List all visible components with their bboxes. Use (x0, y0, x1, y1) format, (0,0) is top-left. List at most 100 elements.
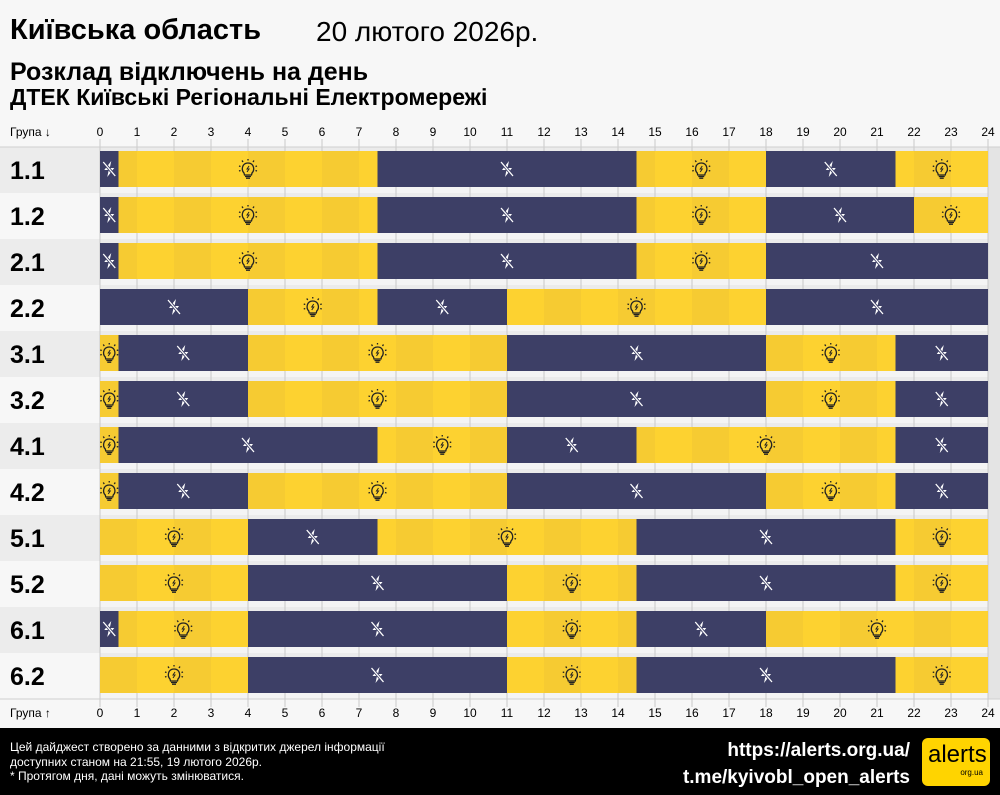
bulb-rays (932, 159, 951, 172)
group-label: 6.1 (10, 617, 45, 645)
power-segment-stripe (636, 243, 655, 279)
power-segment-stripe (544, 289, 581, 325)
power-segment-stripe (840, 473, 877, 509)
group-label: 1.1 (10, 157, 45, 185)
bulb-rays (368, 343, 387, 356)
bulb-bolt (699, 257, 704, 265)
bulb-bolt (107, 395, 112, 403)
lightbulb-icon (497, 527, 517, 547)
power-segment-stripe (174, 197, 211, 233)
bulb-base (763, 451, 769, 455)
power-segment-stripe (100, 657, 137, 693)
x-tick-label-bottom: 16 (685, 706, 699, 720)
bolt-strike (759, 575, 773, 591)
bulb-base (171, 681, 177, 685)
bulb-glass (371, 484, 384, 498)
x-tick-label-bottom: 7 (356, 706, 363, 720)
row-label-bg (0, 423, 100, 469)
bulb-bolt (107, 441, 112, 449)
power-segment-stripe (692, 151, 729, 187)
website-link[interactable]: https://alerts.org.ua/ (727, 740, 910, 761)
lightbulb-icon (562, 573, 581, 593)
lightbulb-icon (368, 389, 387, 409)
power-segment-stripe (544, 565, 581, 601)
bulb-base (568, 589, 575, 593)
x-tick-label-bottom: 10 (463, 706, 477, 720)
bulb-bolt (246, 165, 250, 173)
bulb-bolt (310, 303, 315, 311)
bulb-rays (100, 481, 119, 494)
x-tick-label-top: 8 (393, 125, 400, 139)
bulb-rays (433, 435, 452, 448)
group-label: 3.2 (10, 387, 45, 415)
bolt-strike (935, 345, 949, 361)
bulb-bolt (375, 349, 380, 357)
bulb-glass (694, 162, 708, 176)
bolt-strike (630, 391, 643, 407)
bulb-base (698, 221, 705, 225)
lightning-off-icon (305, 529, 320, 545)
bulb-rays (238, 205, 258, 218)
x-tick-label-bottom: 22 (907, 706, 921, 720)
lightbulb-icon (692, 205, 711, 225)
bulb-base (938, 543, 945, 547)
x-tick-label-top: 15 (648, 125, 662, 139)
bulb-bolt (949, 211, 953, 219)
x-tick-label-bottom: 1 (134, 706, 141, 720)
bulb-base (698, 267, 705, 271)
x-tick-label-bottom: 12 (537, 706, 551, 720)
lightning-off-icon (758, 667, 774, 683)
power-segment-stripe (470, 427, 507, 463)
group-label: 3.1 (10, 341, 45, 369)
power-segment-stripe (840, 335, 877, 371)
bulb-rays (164, 527, 184, 540)
bulb-rays (821, 481, 840, 494)
bulb-bolt (172, 533, 176, 541)
bulb-glass (371, 346, 384, 360)
x-tick-label-top: 18 (759, 125, 773, 139)
bulb-base (171, 589, 177, 593)
x-tick-label-bottom: 23 (944, 706, 958, 720)
bolt-strike (500, 207, 514, 223)
power-segment-stripe (118, 243, 137, 279)
bulb-glass (176, 622, 190, 636)
bulb-base (568, 635, 575, 639)
lightning-off-icon (176, 345, 191, 361)
lightbulb-icon (433, 435, 452, 455)
bulb-base (938, 175, 945, 179)
power-segment-stripe (618, 519, 637, 555)
logo-subtext: org.ua (960, 768, 983, 777)
bulb-rays (164, 573, 184, 586)
telegram-link[interactable]: t.me/kyivobl_open_alerts (682, 767, 910, 788)
bulb-glass (241, 162, 255, 176)
lightning-off-icon (102, 161, 117, 177)
bulb-base (374, 405, 381, 409)
x-tick-label-top: 12 (537, 125, 551, 139)
lightning-off-icon (240, 437, 256, 453)
x-tick-label-top: 11 (501, 125, 514, 139)
bulb-bolt (764, 441, 768, 449)
row-label-bg (0, 607, 100, 653)
lightning-off-icon (823, 161, 838, 177)
x-tick-label-top: 19 (796, 125, 810, 139)
lightbulb-icon (692, 159, 711, 179)
axis-top-label: Група ↓ (10, 125, 51, 139)
footer-note-line: Цей дайджест створено за данними з відкр… (10, 740, 385, 754)
power-segment-stripe (636, 197, 655, 233)
power-segment-stripe (766, 611, 803, 647)
group-label: 5.2 (10, 571, 45, 599)
lightbulb-icon (164, 527, 184, 547)
power-segment-stripe (322, 197, 359, 233)
bulb-bolt (634, 303, 639, 311)
lightbulb-icon (821, 343, 840, 363)
x-tick-label-bottom: 19 (796, 706, 810, 720)
bulb-base (827, 497, 834, 501)
bulb-glass (241, 254, 255, 268)
x-tick-label-bottom: 8 (393, 706, 400, 720)
x-tick-label-top: 21 (870, 125, 884, 139)
axis-bottom-label: Група ↑ (10, 706, 51, 720)
x-tick-label-bottom: 11 (501, 706, 514, 720)
x-tick-label-bottom: 18 (759, 706, 773, 720)
bulb-bolt (828, 395, 833, 403)
power-segment-stripe (174, 151, 211, 187)
